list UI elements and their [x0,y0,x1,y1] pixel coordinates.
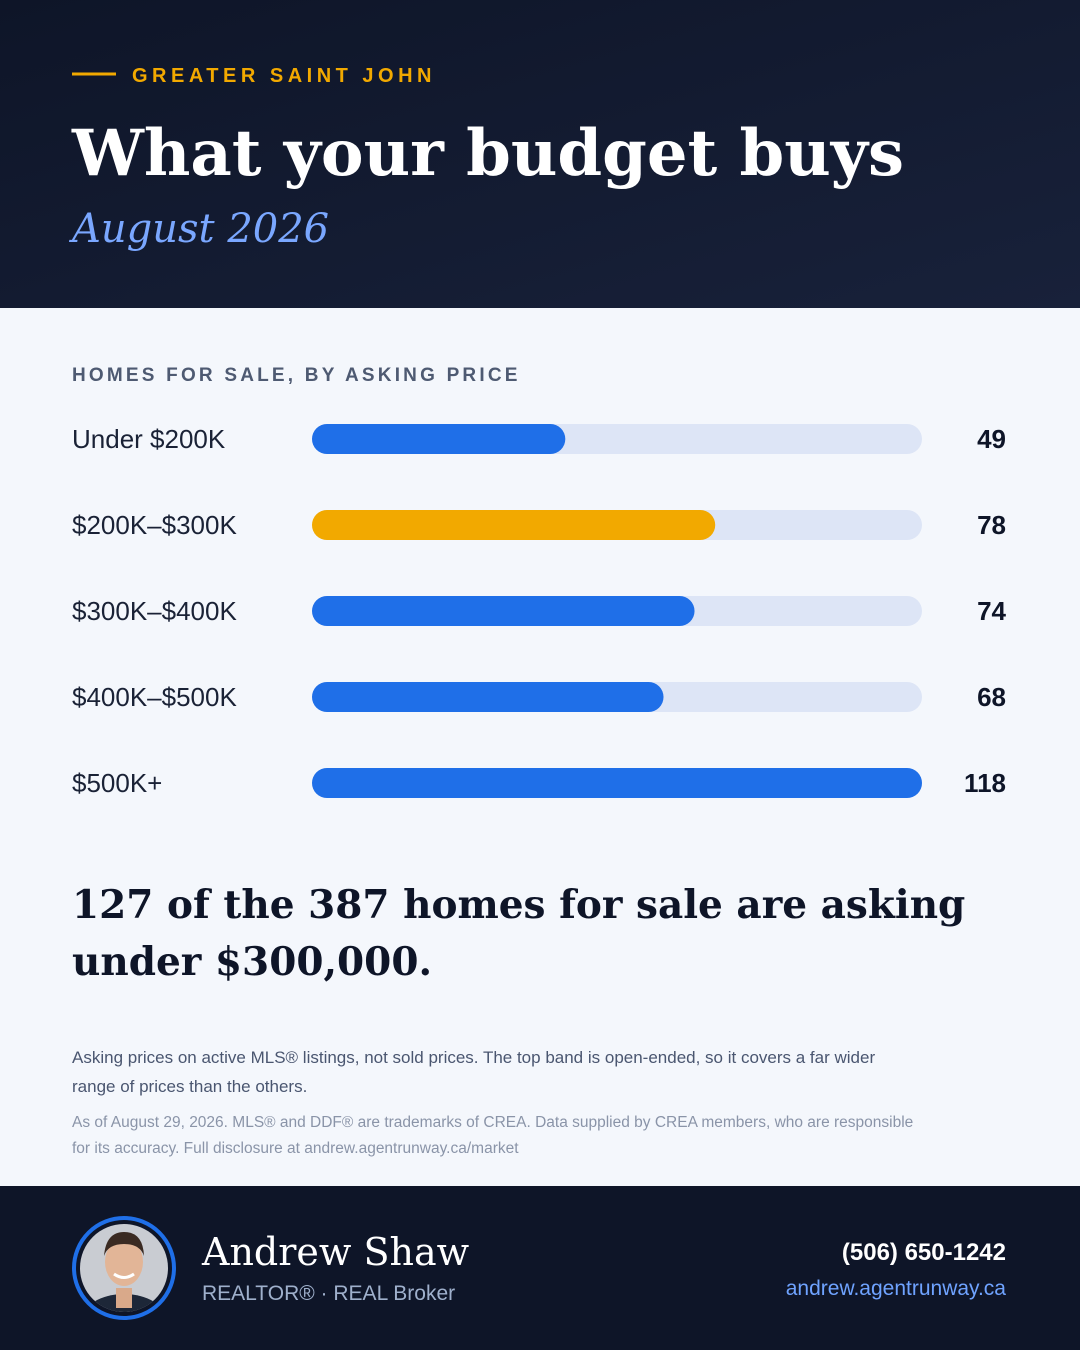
footer-bg [0,1186,1080,1350]
note-line: range of prices than the others. [72,1077,307,1096]
bar-chart: Under $200K 49 $200K–$300K 78 $300K–$400K 74 $… [72,424,1007,798]
category-label: $300K–$400K [72,596,237,626]
header-bg [0,0,1080,308]
summary-line: under $300,000. [72,939,432,985]
bar [312,682,664,712]
value-label: 74 [977,596,1006,626]
agent-role: REALTOR® · REAL Broker [202,1282,455,1305]
note-line: Asking prices on active MLS® listings, n… [72,1048,875,1067]
title: What your budget buys [71,116,904,191]
chart-title: HOMES FOR SALE, BY ASKING PRICE [72,365,521,386]
phone[interactable]: (506) 650-1242 [842,1239,1006,1266]
body-bg [0,308,1080,1186]
agent-name: Andrew Shaw [201,1230,470,1274]
website[interactable]: andrew.agentrunway.ca [786,1277,1007,1300]
disclosure-line: As of August 29, 2026. MLS® and DDF® are… [72,1114,913,1131]
bar [312,424,566,454]
category-label: $500K+ [72,768,162,798]
value-label: 118 [964,768,1006,798]
summary-line: 127 of the 387 homes for sale are asking [72,882,965,928]
disclosure-line: for its accuracy. Full disclosure at and… [72,1140,519,1157]
bar [312,510,716,540]
bar [312,596,695,626]
value-label: 68 [977,682,1006,712]
value-label: 49 [977,424,1006,454]
bar [312,768,922,798]
eyebrow: GREATER SAINT JOHN [132,65,436,87]
category-label: $400K–$500K [72,682,237,712]
subtitle: August 2026 [68,206,329,252]
value-label: 78 [977,510,1006,540]
category-label: $200K–$300K [72,510,237,540]
category-label: Under $200K [72,424,226,454]
agent-photo [72,1216,176,1320]
